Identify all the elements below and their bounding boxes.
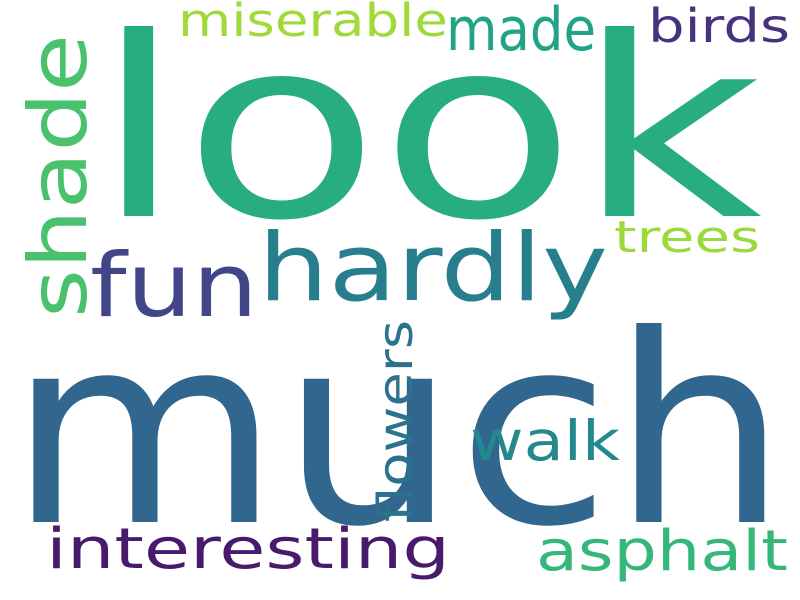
word-look: look: [94, 0, 762, 275]
word-trees: trees: [614, 212, 760, 263]
word-much: much: [8, 279, 788, 584]
word-birds: birds: [648, 0, 790, 53]
word-asphalt: asphalt: [536, 519, 788, 584]
word-made: made: [446, 0, 596, 65]
word-fun: fun: [90, 234, 258, 337]
word-hardly: hardly: [258, 214, 608, 323]
word-flowers: flowers: [368, 320, 424, 522]
word-walk: walk: [470, 409, 620, 473]
word-shade: shade: [12, 34, 105, 318]
word-interesting: interesting: [46, 517, 450, 582]
word-miserable: miserable: [178, 0, 448, 47]
